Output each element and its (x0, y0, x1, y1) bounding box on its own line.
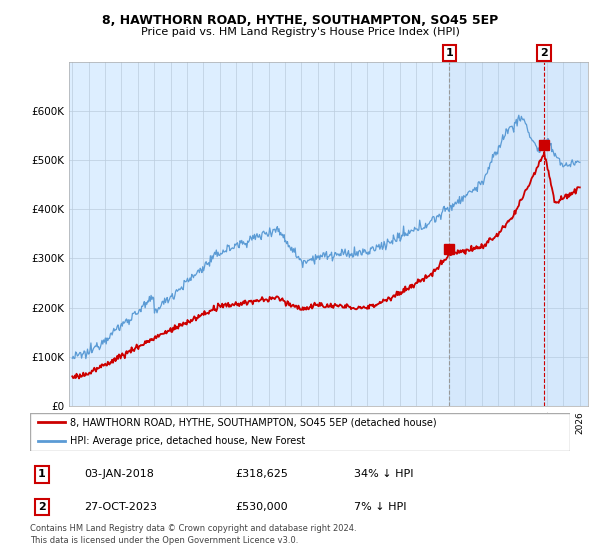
Text: This data is licensed under the Open Government Licence v3.0.: This data is licensed under the Open Gov… (30, 536, 298, 545)
Text: HPI: Average price, detached house, New Forest: HPI: Average price, detached house, New … (71, 436, 306, 446)
Text: Contains HM Land Registry data © Crown copyright and database right 2024.: Contains HM Land Registry data © Crown c… (30, 524, 356, 533)
Text: 34% ↓ HPI: 34% ↓ HPI (354, 469, 413, 479)
Bar (449, 62, 588, 406)
Text: 1: 1 (38, 469, 46, 479)
Text: 8, HAWTHORN ROAD, HYTHE, SOUTHAMPTON, SO45 5EP (detached house): 8, HAWTHORN ROAD, HYTHE, SOUTHAMPTON, SO… (71, 417, 437, 427)
Text: 7% ↓ HPI: 7% ↓ HPI (354, 502, 407, 512)
Text: 03-JAN-2018: 03-JAN-2018 (84, 469, 154, 479)
Text: £530,000: £530,000 (235, 502, 288, 512)
Text: 27-OCT-2023: 27-OCT-2023 (84, 502, 157, 512)
Text: 2: 2 (38, 502, 46, 512)
Text: 2: 2 (540, 48, 548, 58)
Text: 1: 1 (445, 48, 453, 58)
Text: 8, HAWTHORN ROAD, HYTHE, SOUTHAMPTON, SO45 5EP: 8, HAWTHORN ROAD, HYTHE, SOUTHAMPTON, SO… (102, 14, 498, 27)
Text: £318,625: £318,625 (235, 469, 288, 479)
Text: Price paid vs. HM Land Registry's House Price Index (HPI): Price paid vs. HM Land Registry's House … (140, 27, 460, 37)
FancyBboxPatch shape (30, 413, 570, 451)
